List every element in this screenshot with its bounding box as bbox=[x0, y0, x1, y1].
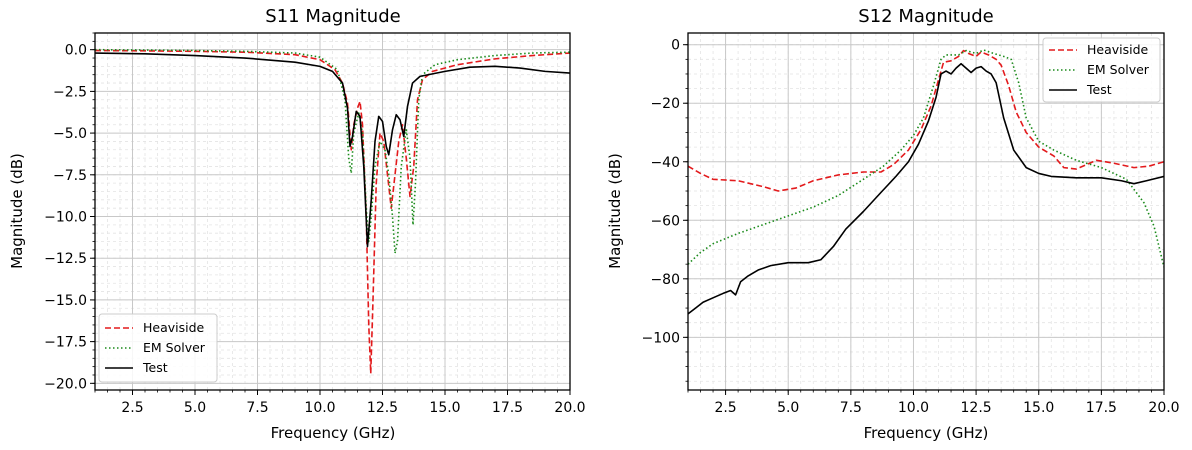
s11-ytick-label: −2.5 bbox=[53, 84, 87, 100]
s12-xlabel: Frequency (GHz) bbox=[864, 424, 989, 442]
s11-xtick-label: 12.5 bbox=[367, 400, 398, 416]
s11-ticks: 2.5 5.0 7.5 10.0 12.5 15.0 17.5 20.0 0.0 −2.5 −5.0… bbox=[44, 32, 586, 416]
s12-legend-box bbox=[1042, 37, 1161, 103]
s12-xtick-label: 12.5 bbox=[961, 400, 992, 416]
s12-xtick-label: 15.0 bbox=[1023, 400, 1054, 416]
s11-grid bbox=[94, 32, 571, 390]
s11-ytick-label: −17.5 bbox=[44, 335, 87, 351]
s11-xtick-label: 2.5 bbox=[121, 400, 143, 416]
s12-xtick-label: 10.0 bbox=[898, 400, 929, 416]
s12-xtick-label: 17.5 bbox=[1086, 400, 1117, 416]
s12-xtick-label: 2.5 bbox=[714, 400, 736, 416]
s12-ticks: 2.5 5.0 7.5 10.0 12.5 15.0 17.5 20.0 0 −20 −40 −60 −… bbox=[642, 38, 1180, 416]
s11-title: S11 Magnitude bbox=[265, 6, 400, 27]
s12-legend-em-solver: EM Solver bbox=[1087, 62, 1150, 77]
s12-grid bbox=[687, 33, 1165, 390]
s11-ytick-label: −20.0 bbox=[44, 376, 87, 392]
s12-chart: S12 Magnitude 2.5 5.0 7.5 10.0 12.5 15.0 17.5 2… bbox=[606, 6, 1180, 442]
s11-xtick-label: 7.5 bbox=[246, 400, 268, 416]
s11-series-test bbox=[95, 52, 570, 248]
s12-xtick-label: 20.0 bbox=[1148, 400, 1179, 416]
s11-chart: S11 Magnitude 2.5 5.0 7.5 10.0 12.5 15.0 17.5 2… bbox=[8, 6, 586, 442]
s11-ytick-label: −15.0 bbox=[44, 293, 87, 309]
s11-xlabel: Frequency (GHz) bbox=[271, 424, 396, 442]
s11-xtick-label: 20.0 bbox=[554, 400, 585, 416]
s12-series bbox=[688, 49, 1164, 315]
s11-ytick-label: −10.0 bbox=[44, 210, 87, 226]
s11-legend-test: Test bbox=[142, 360, 168, 375]
s11-series-em-solver bbox=[95, 48, 570, 255]
s11-legend-heaviside: Heaviside bbox=[143, 320, 205, 335]
s12-series-em-solver bbox=[688, 49, 1164, 268]
s11-ytick-label: 0.0 bbox=[65, 43, 87, 59]
s12-legend-heaviside: Heaviside bbox=[1087, 42, 1149, 57]
s12-legend-test: Test bbox=[1086, 82, 1112, 97]
s11-legend: Heaviside EM Solver Test bbox=[98, 313, 218, 383]
s12-ytick-label: 0 bbox=[671, 38, 680, 54]
s12-xtick-label: 7.5 bbox=[840, 400, 862, 416]
s11-xtick-label: 10.0 bbox=[304, 400, 335, 416]
s11-ylabel: Magnitude (dB) bbox=[8, 153, 26, 269]
s11-legend-box bbox=[98, 313, 218, 383]
s12-ytick-label: −40 bbox=[650, 155, 680, 171]
s11-series-heaviside bbox=[95, 49, 570, 375]
s12-ytick-label: −80 bbox=[650, 272, 680, 288]
s12-xtick-label: 5.0 bbox=[777, 400, 799, 416]
s12-legend: Heaviside EM Solver Test bbox=[1042, 37, 1161, 103]
s12-title: S12 Magnitude bbox=[858, 6, 993, 27]
s11-xtick-label: 5.0 bbox=[184, 400, 206, 416]
s12-ylabel: Magnitude (dB) bbox=[606, 153, 624, 269]
s12-series-test bbox=[688, 62, 1164, 315]
s12-ytick-label: −100 bbox=[642, 330, 680, 346]
s11-legend-em-solver: EM Solver bbox=[143, 340, 206, 355]
s11-series bbox=[95, 48, 570, 375]
s12-ytick-label: −20 bbox=[650, 96, 680, 112]
s11-ytick-label: −7.5 bbox=[53, 168, 87, 184]
s11-ytick-label: −5.0 bbox=[53, 126, 87, 142]
s11-xtick-label: 15.0 bbox=[429, 400, 460, 416]
s12-ytick-label: −60 bbox=[650, 213, 680, 229]
s11-xtick-label: 17.5 bbox=[492, 400, 523, 416]
s11-ytick-label: −12.5 bbox=[44, 251, 87, 267]
